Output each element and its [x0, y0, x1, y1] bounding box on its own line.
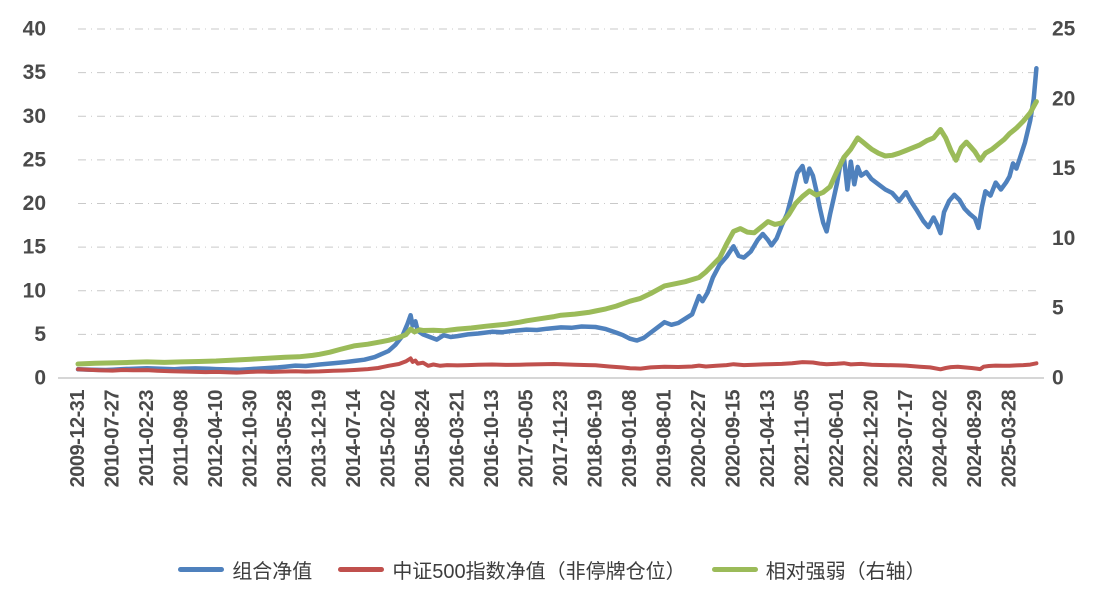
legend-swatch-portfolio-nav	[178, 567, 225, 572]
x-axis-tick-label: 2012-10-30	[240, 390, 262, 488]
right-axis-tick-label: 5	[1052, 297, 1064, 320]
left-axis-tick-label: 15	[23, 236, 47, 259]
x-axis-tick-label: 2011-02-23	[136, 390, 158, 487]
x-axis-tick-label: 2019-08-01	[654, 390, 676, 488]
series-line-portfolio-nav	[75, 66, 1039, 373]
x-axis-tick-label: 2017-05-05	[516, 390, 538, 488]
right-axis-tick-label: 20	[1052, 87, 1075, 110]
x-axis-tick-label: 2022-12-20	[861, 390, 883, 488]
x-axis-tick-label: 2023-07-17	[895, 390, 917, 488]
x-axis-tick-label: 2024-02-02	[930, 390, 952, 488]
x-axis-tick-label: 2014-07-14	[343, 389, 365, 488]
x-axis-tick-label: 2015-02-02	[378, 390, 400, 488]
legend-label-csi500-nav: 中证500指数净值（非停牌仓位）	[392, 561, 686, 583]
x-axis-tick-label: 2015-08-24	[412, 389, 434, 488]
x-axis-tick-label: 2020-09-15	[723, 390, 745, 488]
x-axis-tick-label: 2010-07-27	[102, 390, 124, 488]
legend-item-portfolio-nav: 组合净值	[178, 555, 312, 584]
left-axis-tick-label: 5	[34, 323, 46, 346]
left-axis-tick-label: 10	[23, 279, 46, 302]
left-axis-tick-label: 25	[23, 148, 47, 171]
x-axis-tick-label: 2009-12-31	[67, 390, 89, 488]
legend-swatch-csi500-nav	[338, 567, 385, 572]
right-axis-tick-label: 25	[1052, 18, 1076, 41]
legend-label-portfolio-nav: 组合净值	[232, 561, 313, 583]
series-line-relative-strength	[75, 99, 1039, 367]
x-axis-tick-label: 2016-03-21	[447, 390, 469, 488]
x-axis-tick-label: 2017-11-23	[550, 390, 572, 487]
x-axis-tick-label: 2013-05-28	[274, 390, 296, 488]
x-axis-tick-label: 2024-08-29	[964, 390, 986, 488]
left-axis-tick-label: 35	[23, 61, 47, 84]
legend-label-relative-strength: 相对强弱（右轴）	[765, 561, 926, 583]
chart-legend: 组合净值 中证500指数净值（非停牌仓位） 相对强弱（右轴）	[0, 555, 1104, 584]
right-axis-tick-label: 10	[1052, 227, 1075, 250]
x-axis-tick-label: 2016-10-13	[481, 390, 503, 488]
x-axis-tick-label: 2018-06-19	[585, 390, 607, 488]
legend-item-csi500-nav: 中证500指数净值（非停牌仓位）	[338, 555, 686, 584]
x-axis-tick-label: 2025-03-28	[999, 390, 1021, 488]
x-axis-tick-label: 2022-06-01	[826, 390, 848, 488]
right-axis-tick-label: 0	[1052, 367, 1064, 390]
x-axis-tick-label: 2021-11-05	[792, 390, 814, 487]
x-axis-tick-label: 2012-04-10	[205, 390, 227, 488]
left-axis-tick-label: 40	[23, 18, 46, 41]
x-axis-tick-label: 2021-04-13	[757, 390, 779, 488]
x-axis-tick-label: 2019-01-08	[619, 390, 641, 488]
left-axis-tick-label: 0	[34, 367, 46, 390]
series-line-csi500-nav	[76, 356, 1039, 375]
legend-item-relative-strength: 相对强弱（右轴）	[711, 555, 926, 584]
legend-swatch-relative-strength	[711, 567, 758, 572]
left-axis-tick-label: 30	[23, 105, 46, 128]
x-axis-tick-label: 2013-12-19	[309, 390, 331, 488]
left-axis-tick-label: 20	[23, 192, 46, 215]
x-axis-tick-label: 2020-02-27	[688, 390, 710, 488]
right-axis-tick-label: 15	[1052, 157, 1076, 180]
x-axis-tick-label: 2011-09-08	[171, 390, 193, 487]
